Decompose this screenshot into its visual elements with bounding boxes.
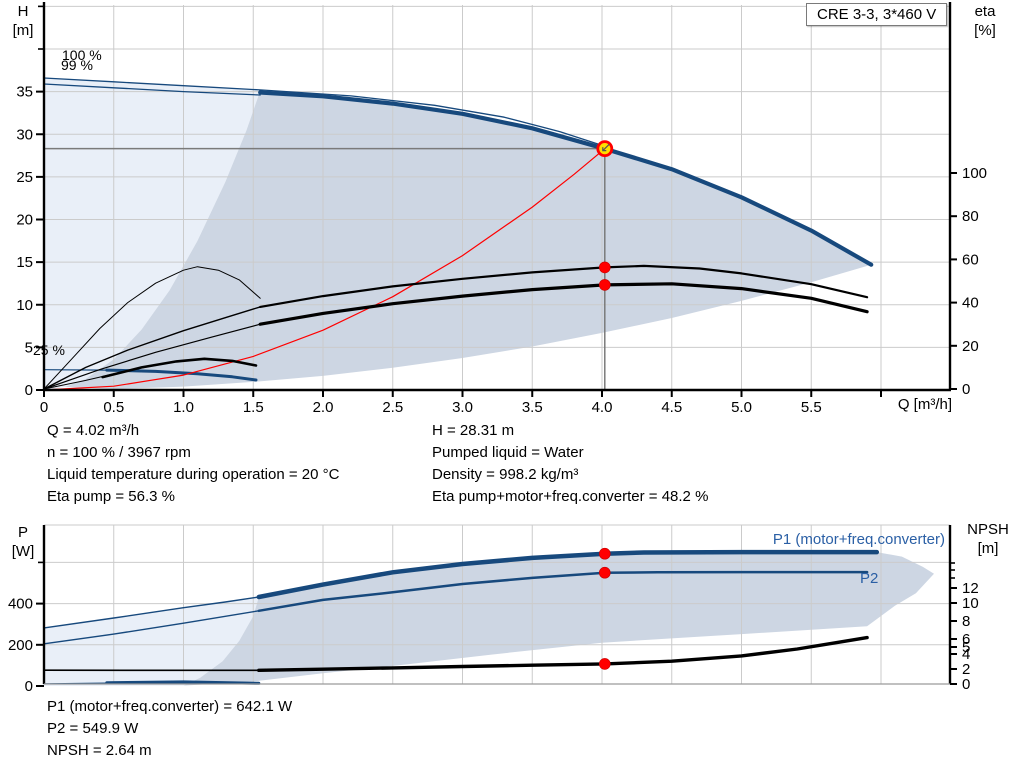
info-h: H = 28.31 m	[432, 422, 515, 439]
speed-label-99: 99 %	[61, 57, 93, 73]
svg-text:4.5: 4.5	[661, 399, 682, 416]
svg-text:3.5: 3.5	[522, 399, 543, 416]
svg-text:10: 10	[962, 595, 979, 612]
svg-text:2.5: 2.5	[382, 399, 403, 416]
svg-text:0.5: 0.5	[103, 399, 124, 416]
info-q: Q = 4.02 m³/h	[47, 422, 140, 439]
p2-curve-label: P2	[860, 570, 879, 587]
svg-text:6: 6	[962, 631, 970, 648]
h-axis-title-unit: [m]	[12, 22, 34, 39]
svg-text:30: 30	[16, 126, 33, 143]
p1-curve-label: P1 (motor+freq.converter)	[772, 531, 945, 548]
info-speed: n = 100 % / 3967 rpm	[47, 444, 191, 461]
h-axis-title-symbol: H	[17, 3, 29, 20]
svg-text:80: 80	[962, 208, 979, 225]
svg-text:10: 10	[16, 297, 33, 314]
q-axis-title: Q [m³/h]	[897, 396, 952, 413]
svg-text:0: 0	[25, 382, 33, 399]
p2-thin	[43, 610, 260, 645]
info-liquid-temp: Liquid temperature during operation = 20…	[47, 466, 340, 483]
svg-text:0: 0	[962, 676, 970, 693]
info-eta-total: Eta pump+motor+freq.converter = 48.2 %	[432, 488, 709, 505]
svg-text:1.5: 1.5	[243, 399, 264, 416]
svg-text:15: 15	[16, 254, 33, 271]
eta-duty-dot	[598, 279, 611, 291]
svg-text:2: 2	[962, 661, 970, 678]
eta-axis-title: eta [%]	[960, 2, 1010, 40]
shaded-operating-envelopes	[44, 78, 934, 686]
npsh-axis-title: NPSH [m]	[956, 520, 1020, 558]
info-density: Density = 998.2 kg/m³	[432, 466, 579, 483]
npsh-axis-title-symbol: NPSH	[967, 521, 1009, 538]
head-curve-duty-thick	[258, 90, 874, 267]
svg-text:3.0: 3.0	[452, 399, 473, 416]
svg-text:20: 20	[16, 212, 33, 229]
power-duty-dot	[598, 566, 611, 579]
npsh-duty-dot	[598, 658, 611, 670]
envelope-dark	[64, 90, 872, 390]
p-axis-title: P [W]	[2, 523, 44, 561]
power-info: P1 (motor+freq.converter) = 642.1 W P2 =…	[47, 696, 292, 762]
p1-thin	[43, 596, 260, 629]
svg-text:35: 35	[16, 84, 33, 101]
svg-text:400: 400	[8, 596, 33, 613]
svg-text:2.0: 2.0	[313, 399, 334, 416]
h-axis-title: H [m]	[2, 2, 44, 40]
svg-text:0: 0	[25, 678, 33, 695]
svg-text:200: 200	[8, 637, 33, 654]
p1-thick	[256, 549, 880, 600]
head-curve-100pct-thin	[43, 77, 606, 147]
power-duty-dot	[598, 547, 611, 560]
duty-info-right: H = 28.31 m Pumped liquid = Water Densit…	[432, 420, 708, 508]
svg-text:60: 60	[962, 251, 979, 268]
info-p1: P1 (motor+freq.converter) = 642.1 W	[47, 698, 293, 715]
svg-text:5.0: 5.0	[731, 399, 752, 416]
svg-text:25: 25	[16, 169, 33, 186]
svg-text:0: 0	[962, 381, 970, 398]
duty-info-left: Q = 4.02 m³/h n = 100 % / 3967 rpm Liqui…	[47, 420, 339, 508]
svg-text:4: 4	[962, 646, 970, 663]
speed-label-100: 100 %	[62, 47, 102, 63]
svg-text:8: 8	[962, 613, 970, 630]
info-eta-pump: Eta pump = 56.3 %	[47, 488, 175, 505]
eta-total-thin	[43, 323, 261, 390]
envelope-light	[44, 78, 261, 390]
npsh-axis-title-unit: [m]	[977, 540, 999, 557]
speed-label-25: 25 %	[33, 342, 65, 358]
eta-duty-dot	[598, 261, 611, 274]
info-pumped-liquid: Pumped liquid = Water	[432, 444, 584, 461]
svg-text:100: 100	[962, 165, 987, 182]
head-curve-25pct-thick	[105, 368, 258, 382]
p-axis-title-unit: [W]	[11, 543, 35, 560]
info-p2: P2 = 549.9 W	[47, 720, 139, 737]
power-envelope-dark	[183, 552, 934, 686]
head-curve-99pct-thin	[43, 83, 261, 96]
info-npsh: NPSH = 2.64 m	[47, 742, 152, 759]
svg-text:12: 12	[962, 580, 979, 597]
p25-thick	[105, 680, 261, 685]
eta-25pct-thick	[101, 357, 258, 379]
eta-envelope-arc	[43, 266, 261, 390]
eta-axis-title-unit: [%]	[974, 22, 996, 39]
operating-point-cursor-arrow	[602, 143, 610, 152]
p-axis-title-symbol: P	[17, 524, 28, 541]
duty-point-markers	[596, 140, 614, 670]
eta-total-thick	[258, 282, 869, 326]
p2-thick	[257, 570, 869, 613]
pump-model-title: CRE 3-3, 3*460 V	[806, 3, 948, 26]
eta-axis-title-symbol: eta	[974, 3, 996, 20]
svg-text:40: 40	[962, 295, 979, 312]
svg-text:4.0: 4.0	[592, 399, 613, 416]
svg-text:5: 5	[25, 339, 33, 356]
svg-text:5: 5	[962, 639, 970, 656]
eta-pump-thin	[43, 306, 261, 390]
svg-text:0: 0	[40, 399, 48, 416]
svg-text:1.0: 1.0	[173, 399, 194, 416]
svg-text:5.5: 5.5	[801, 399, 822, 416]
affinity-parabola-red	[43, 148, 606, 391]
svg-text:20: 20	[962, 338, 979, 355]
